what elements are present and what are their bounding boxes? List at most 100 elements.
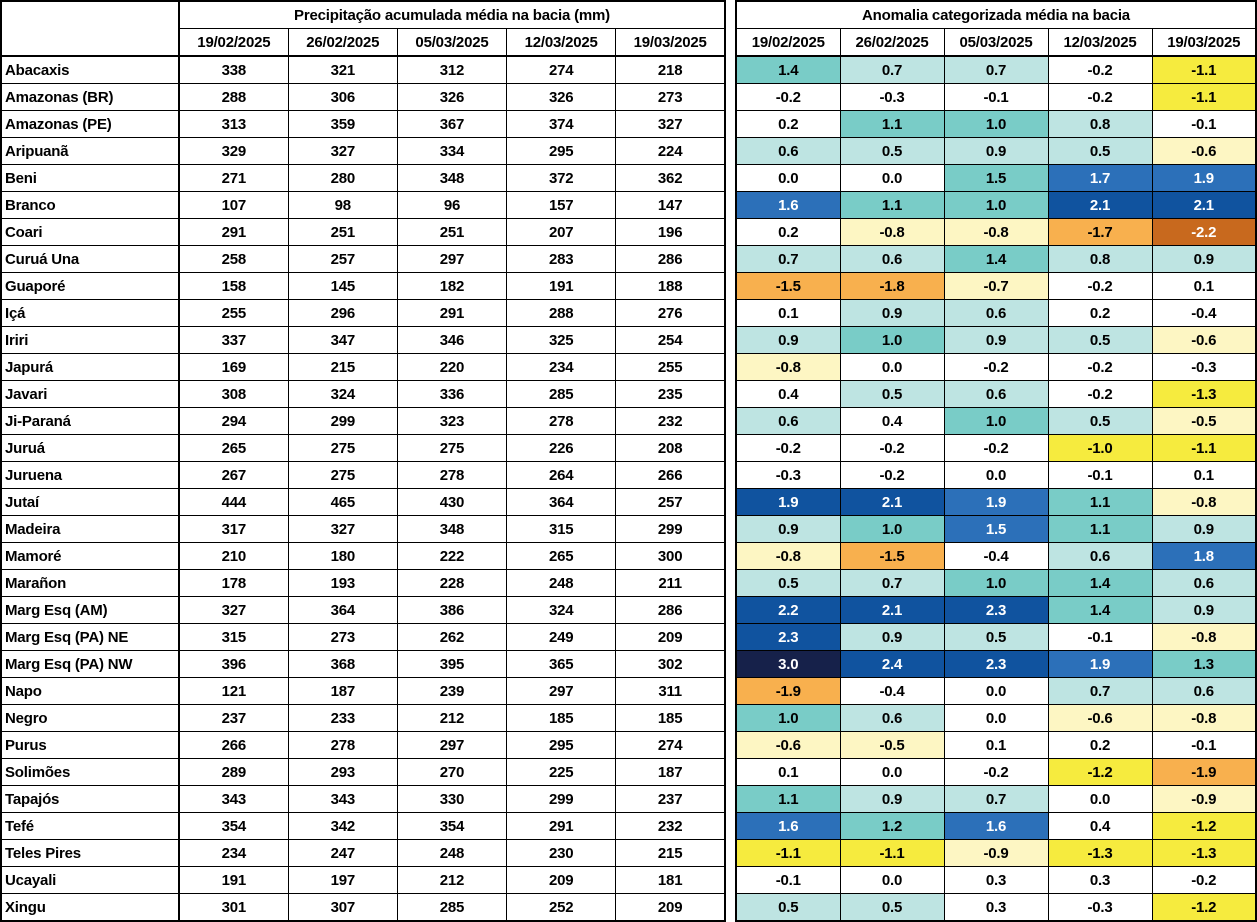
precip-cell: 297 <box>396 731 508 759</box>
precip-cell: 330 <box>396 785 508 813</box>
precip-cell: 348 <box>396 515 508 543</box>
anomaly-cell: -0.8 <box>1151 623 1257 651</box>
precip-cell: 359 <box>287 110 398 138</box>
precip-cell: 327 <box>287 137 398 165</box>
basin-name: Iriri <box>0 326 180 354</box>
date-column-header: 19/03/2025 <box>1151 28 1257 57</box>
anomaly-cell: -1.8 <box>839 272 945 300</box>
precip-cell: 180 <box>287 542 398 570</box>
anomaly-cell: 0.6 <box>943 299 1049 327</box>
precip-cell: 291 <box>506 812 617 840</box>
precip-cell: 327 <box>615 110 726 138</box>
anomaly-cell: 1.1 <box>839 191 945 219</box>
table-row: -0.6 -0.5 0.1 0.2 -0.1 <box>735 731 1257 759</box>
anomaly-cell: -0.3 <box>1047 893 1153 922</box>
anomaly-cell: 0.9 <box>943 137 1049 165</box>
table-row: 1.1 0.9 0.7 0.0 -0.9 <box>735 785 1257 813</box>
anomaly-date-header-row: 19/02/2025 26/02/2025 05/03/2025 12/03/2025… <box>735 28 1257 57</box>
table-row: 0.5 0.7 1.0 1.4 0.6 <box>735 569 1257 597</box>
anomaly-cell: 2.3 <box>943 596 1049 624</box>
anomaly-cell: 0.0 <box>943 677 1049 705</box>
precip-cell: 326 <box>506 83 617 111</box>
table-row: -0.8 -1.5 -0.4 0.6 1.8 <box>735 542 1257 570</box>
precip-cell: 197 <box>287 866 398 894</box>
precip-cell: 307 <box>287 893 398 922</box>
anomaly-cell: -0.8 <box>1151 488 1257 516</box>
table-row: Xingu 301 307 285 252 209 <box>0 893 726 922</box>
anomaly-cell: 0.3 <box>1047 866 1153 894</box>
precip-cell: 327 <box>287 515 398 543</box>
table-row: -0.1 0.0 0.3 0.3 -0.2 <box>735 866 1257 894</box>
table-row: Purus 266 278 297 295 274 <box>0 731 726 759</box>
precip-cell: 266 <box>178 731 289 759</box>
anomaly-cell: 0.1 <box>1151 272 1257 300</box>
precip-cell: 275 <box>287 434 398 462</box>
anomaly-cell: 1.0 <box>943 191 1049 219</box>
precip-cell: 364 <box>287 596 398 624</box>
anomaly-cell: 1.0 <box>943 407 1049 435</box>
basin-name: Curuá Una <box>0 245 180 273</box>
basin-name: Ucayali <box>0 866 180 894</box>
table-row: Ji-Paraná 294 299 323 278 232 <box>0 407 726 435</box>
precip-cell: 232 <box>615 407 726 435</box>
table-row: 1.6 1.2 1.6 0.4 -1.2 <box>735 812 1257 840</box>
precip-cell: 354 <box>396 812 508 840</box>
table-row: -1.1 -1.1 -0.9 -1.3 -1.3 <box>735 839 1257 867</box>
anomaly-cell: 0.1 <box>1151 461 1257 489</box>
precip-cell: 274 <box>506 55 617 84</box>
anomaly-cell: -1.9 <box>735 677 841 705</box>
anomaly-cell: -0.2 <box>943 353 1049 381</box>
anomaly-cell: 0.6 <box>943 380 1049 408</box>
anomaly-cell: 0.7 <box>1047 677 1153 705</box>
table-row: Ucayali 191 197 212 209 181 <box>0 866 726 894</box>
precip-cell: 196 <box>615 218 726 246</box>
basin-name: Aripuanã <box>0 137 180 165</box>
anomaly-cell: 1.6 <box>735 191 841 219</box>
anomaly-cell: -0.2 <box>735 434 841 462</box>
table-row: -0.2 -0.3 -0.1 -0.2 -1.1 <box>735 83 1257 111</box>
precip-cell: 372 <box>506 164 617 192</box>
precip-cell: 278 <box>287 731 398 759</box>
anomaly-cell: -0.1 <box>1151 110 1257 138</box>
anomaly-cell: 1.9 <box>943 488 1049 516</box>
table-row: Juruena 267 275 278 264 266 <box>0 461 726 489</box>
basin-name: Solimões <box>0 758 180 786</box>
precip-cell: 315 <box>506 515 617 543</box>
basin-name: Juruá <box>0 434 180 462</box>
precip-cell: 311 <box>615 677 726 705</box>
anomaly-cell: -0.2 <box>1151 866 1257 894</box>
basin-name: Negro <box>0 704 180 732</box>
table-row: Abacaxis 338 321 312 274 218 <box>0 55 726 84</box>
table-row: 1.9 2.1 1.9 1.1 -0.8 <box>735 488 1257 516</box>
table-row: Iriri 337 347 346 325 254 <box>0 326 726 354</box>
precip-cell: 299 <box>615 515 726 543</box>
anomaly-cell: -0.2 <box>943 758 1049 786</box>
anomaly-cell: -0.8 <box>1151 704 1257 732</box>
date-column-header: 19/02/2025 <box>735 28 841 57</box>
anomaly-cell: -0.7 <box>943 272 1049 300</box>
precip-cell: 185 <box>615 704 726 732</box>
precip-cell: 185 <box>506 704 617 732</box>
basin-name: Tapajós <box>0 785 180 813</box>
table-row: 1.6 1.1 1.0 2.1 2.1 <box>735 191 1257 219</box>
anomaly-cell: -0.1 <box>1151 731 1257 759</box>
anomaly-cell: 0.0 <box>839 164 945 192</box>
anomaly-cell: 0.6 <box>839 704 945 732</box>
anomaly-cell: 0.7 <box>943 55 1049 84</box>
anomaly-cell: 0.5 <box>839 893 945 922</box>
anomaly-cell: 1.4 <box>943 245 1049 273</box>
anomaly-cell: -0.2 <box>839 434 945 462</box>
anomaly-cell: -1.3 <box>1047 839 1153 867</box>
precip-cell: 346 <box>396 326 508 354</box>
table-row: 0.2 1.1 1.0 0.8 -0.1 <box>735 110 1257 138</box>
anomaly-cell: 0.3 <box>943 893 1049 922</box>
precip-cell: 293 <box>287 758 398 786</box>
table-row: 0.1 0.0 -0.2 -1.2 -1.9 <box>735 758 1257 786</box>
date-column-header: 05/03/2025 <box>943 28 1049 57</box>
precip-cell: 220 <box>396 353 508 381</box>
table-row: -0.8 0.0 -0.2 -0.2 -0.3 <box>735 353 1257 381</box>
anomaly-cell: -0.2 <box>943 434 1049 462</box>
anomaly-cell: -2.2 <box>1151 218 1257 246</box>
precip-cell: 267 <box>178 461 289 489</box>
anomaly-cell: -0.2 <box>1047 55 1153 84</box>
